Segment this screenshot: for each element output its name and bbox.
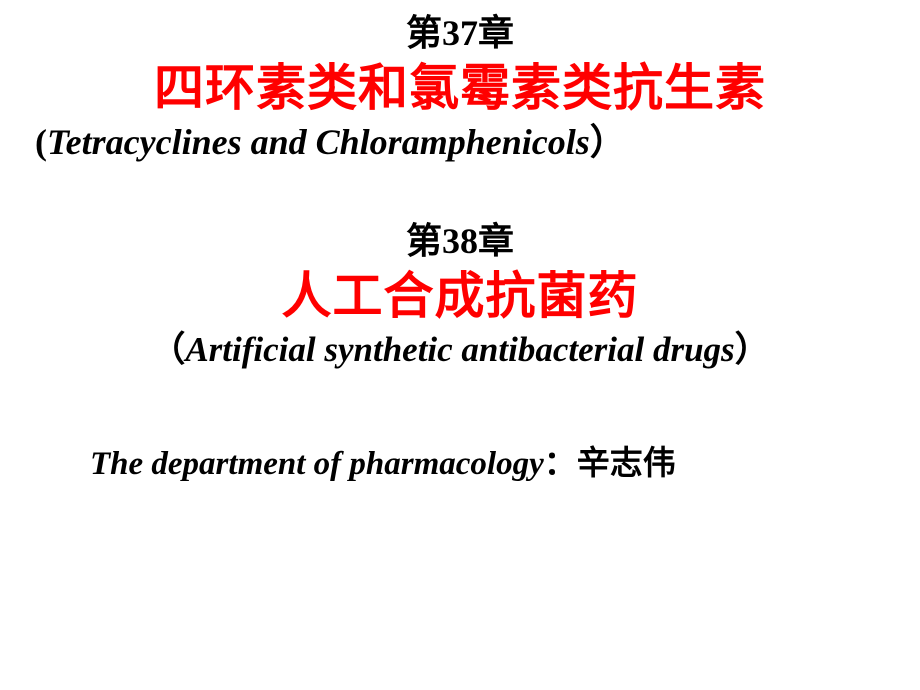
spacer-2 [0, 373, 920, 443]
paren-close-2: ） [735, 330, 770, 369]
chapter-38-label: 第38章 [0, 218, 920, 265]
paren-open-2: （ [150, 330, 185, 369]
spacer-1 [0, 166, 920, 218]
paren-open: ( [35, 122, 47, 162]
department-line: The department of pharmacology：辛志伟 [0, 443, 920, 486]
department-text: The department of pharmacology [90, 446, 544, 482]
slide-content: 第37章 四环素类和氯霉素类抗生素 (Tetracyclines and Chl… [0, 0, 920, 690]
subtitle-38-text: Artificial synthetic antibacterial drugs [185, 330, 734, 369]
chapter-37-subtitle: (Tetracyclines and Chloramphenicols） [0, 119, 920, 166]
paren-close: ） [590, 122, 626, 162]
separator: ： [544, 446, 577, 482]
chapter-38-subtitle: （Artificial synthetic antibacterial drug… [0, 327, 920, 373]
chapter-38-title: 人工合成抗菌药 [0, 265, 920, 328]
author-name: 辛志伟 [577, 446, 676, 482]
chapter-37-title: 四环素类和氯霉素类抗生素 [0, 57, 920, 120]
chapter-37-label: 第37章 [0, 10, 920, 57]
subtitle-37-text: Tetracyclines and Chloramphenicols [47, 122, 590, 162]
